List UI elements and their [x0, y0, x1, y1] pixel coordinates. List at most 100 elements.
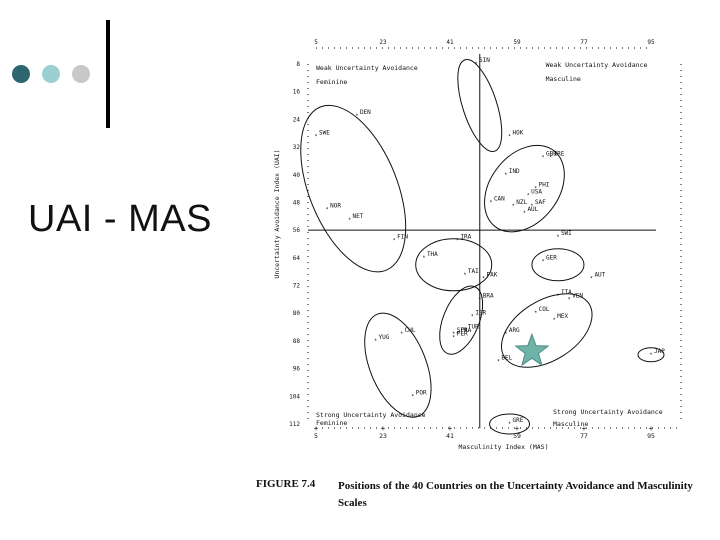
- cluster-ellipse: [415, 238, 493, 292]
- x-tick-mark: +: [448, 424, 453, 433]
- data-point-marker: *: [497, 360, 500, 366]
- y-tick-label: 72: [293, 283, 301, 290]
- data-point-label: IRA: [460, 234, 471, 241]
- data-point-marker: *: [475, 62, 478, 68]
- data-point-marker: *: [527, 194, 530, 200]
- uai-mas-chart: 55+2323+4141+5959+7777+9595+816243240485…: [273, 39, 682, 451]
- y-tick-label: 64: [293, 255, 301, 262]
- figure-caption: FIGURE 7.4 Positions of the 40 Countries …: [256, 478, 698, 512]
- data-point-marker: *: [374, 339, 377, 345]
- data-point-label: DEN: [360, 109, 371, 116]
- x-tick-label-bottom: 41: [446, 432, 454, 440]
- data-point-marker: *: [542, 155, 545, 161]
- quadrant-label-top-right-sub: Masculine: [546, 75, 581, 83]
- y-tick-label: 112: [289, 421, 300, 428]
- data-point-marker: *: [557, 235, 560, 241]
- data-point-label: COL: [539, 306, 550, 313]
- cluster-ellipse: [364, 312, 432, 418]
- y-tick-label: 48: [293, 199, 301, 206]
- data-point-label: ITA: [561, 289, 572, 296]
- x-tick-label-bottom: 5: [314, 432, 318, 440]
- data-point-label: VEN: [572, 292, 583, 299]
- bullet-dot-teal: [42, 65, 60, 83]
- x-tick-label-bottom: 59: [513, 432, 521, 440]
- x-tick-mark: +: [515, 424, 520, 433]
- data-point-label: SAF: [535, 199, 546, 206]
- quadrant-label-top-left: Weak Uncertainty Avoidance: [316, 64, 418, 72]
- data-point-label: PAK: [487, 272, 498, 279]
- data-point-label: ARG: [509, 327, 520, 334]
- x-tick-label-bottom: 77: [580, 432, 588, 440]
- cluster-ellipse: [500, 293, 593, 368]
- quadrant-label-bottom-right-sub: Masculine: [553, 420, 588, 428]
- data-point-marker: *: [553, 318, 556, 324]
- data-point-label: JAP: [654, 348, 665, 355]
- data-point-marker: *: [456, 239, 459, 245]
- data-point-label: NOR: [330, 202, 341, 209]
- data-point-marker: *: [356, 114, 359, 120]
- y-tick-label: 40: [293, 172, 301, 179]
- data-point-label: CHL: [405, 327, 416, 334]
- data-point-marker: *: [508, 422, 511, 428]
- slide-title: UAI - MAS: [28, 198, 212, 240]
- data-point-label: SPA: [457, 327, 468, 334]
- data-point-label: IRE: [554, 150, 565, 157]
- x-tick-label-top: 5: [314, 39, 318, 46]
- y-tick-label: 96: [293, 366, 301, 373]
- title-divider: [106, 20, 110, 128]
- y-tick-label: 32: [293, 144, 301, 151]
- x-tick-label-top: 41: [446, 39, 454, 46]
- data-point-marker: *: [508, 135, 511, 141]
- cluster-ellipse: [457, 59, 503, 152]
- x-tick-mark: +: [582, 424, 587, 433]
- data-point-marker: *: [590, 277, 593, 283]
- x-tick-mark: +: [649, 424, 654, 433]
- data-point-marker: *: [464, 273, 467, 279]
- y-tick-label: 88: [293, 338, 301, 345]
- y-tick-label: 24: [293, 116, 301, 123]
- data-point-marker: *: [479, 297, 482, 303]
- data-point-marker: *: [482, 277, 485, 283]
- data-point-label: NET: [353, 213, 364, 220]
- data-point-label: AUT: [594, 272, 605, 279]
- data-point-label: MEX: [557, 313, 568, 320]
- data-point-label: ISR: [475, 310, 486, 317]
- x-axis-label: Masculinity Index (MAS): [458, 443, 548, 451]
- data-point-marker: *: [568, 297, 571, 303]
- data-point-marker: *: [505, 332, 508, 338]
- data-point-marker: *: [393, 239, 396, 245]
- data-point-label: BEL: [501, 355, 512, 362]
- data-point-marker: *: [326, 207, 329, 213]
- data-point-marker: *: [542, 259, 545, 265]
- data-point-label: IND: [509, 168, 520, 175]
- data-point-marker: *: [315, 135, 318, 141]
- data-point-marker: *: [557, 294, 560, 300]
- data-point-label: BRA: [483, 292, 494, 299]
- data-point-label: THA: [427, 251, 438, 258]
- data-point-label: CAN: [494, 195, 505, 202]
- y-tick-label: 16: [293, 89, 301, 96]
- data-point-label: GBR: [546, 150, 557, 157]
- quadrant-label-top-left-sub: Feminine: [316, 78, 347, 86]
- data-point-label: SIN: [479, 57, 490, 64]
- x-tick-label-bottom: 23: [379, 432, 387, 440]
- data-point-label: GER: [546, 254, 557, 261]
- cluster-ellipse: [531, 248, 585, 282]
- quadrant-label-bottom-left: Strong Uncertainty Avoidance: [316, 411, 426, 419]
- data-point-label: PER: [457, 330, 468, 337]
- y-tick-label: 80: [293, 310, 301, 317]
- data-point-label: USA: [531, 189, 542, 196]
- data-point-label: HOK: [513, 130, 524, 137]
- x-tick-label-top: 77: [580, 39, 588, 46]
- data-point-label: SWI: [561, 230, 572, 237]
- data-point-label: PHI: [539, 182, 550, 189]
- data-point-marker: *: [400, 332, 403, 338]
- data-point-label: POR: [416, 389, 427, 396]
- data-point-marker: *: [512, 204, 515, 210]
- data-point-label: GRE: [513, 417, 524, 424]
- data-point-marker: *: [534, 187, 537, 193]
- data-point-marker: *: [490, 200, 493, 206]
- cluster-ellipse: [637, 347, 665, 363]
- x-tick-mark: +: [314, 424, 319, 433]
- cluster-ellipse: [300, 104, 407, 273]
